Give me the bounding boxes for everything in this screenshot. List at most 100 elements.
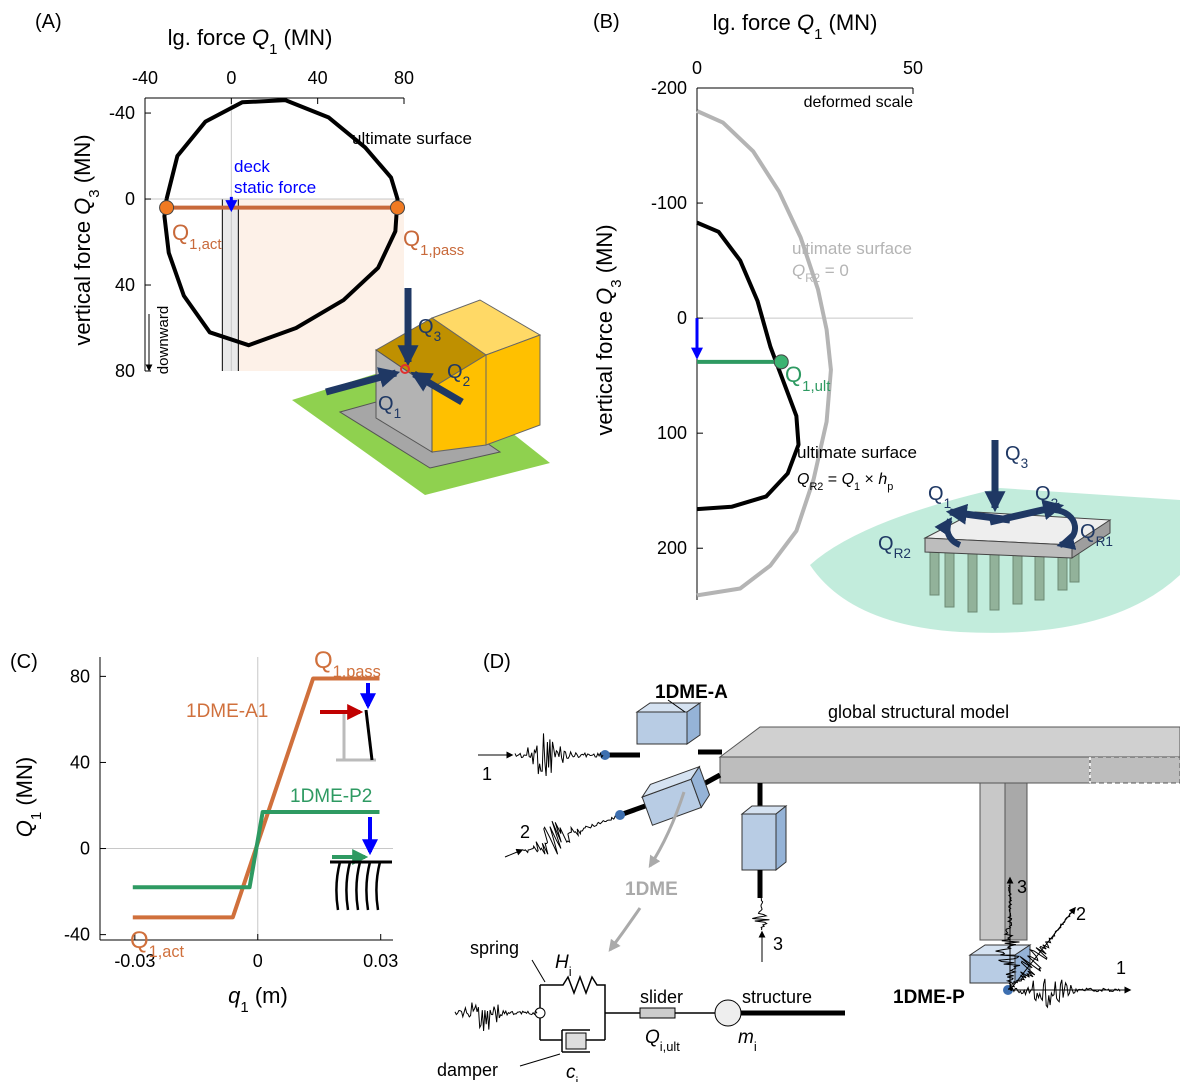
mass <box>715 1000 741 1026</box>
shape <box>366 862 370 910</box>
direction-label: 3 <box>1017 877 1027 897</box>
annotation: ultimate surface <box>797 443 917 462</box>
text-part: 1 <box>944 496 952 511</box>
text-part: Q <box>70 198 95 215</box>
symbol-label: Qi,ult <box>645 1027 680 1054</box>
text-part: 1,act <box>189 236 222 253</box>
y-tick-label: 80 <box>70 666 90 686</box>
seismogram <box>515 733 603 776</box>
component-label: 1DME-A <box>655 682 728 703</box>
text-part: 2 <box>463 374 471 389</box>
annotation: structure <box>742 987 812 1007</box>
input-arrow <box>505 850 522 857</box>
y-tick-label: 40 <box>115 275 135 295</box>
text-part: Q <box>418 316 434 338</box>
text-part: 1 <box>814 26 822 43</box>
text-part: Q <box>645 1027 660 1048</box>
text-part: Q <box>1005 443 1021 465</box>
text-part: R2 <box>809 481 823 493</box>
text-part: i <box>569 964 572 979</box>
y-tick-label: -100 <box>651 193 687 213</box>
text-part: Q <box>792 261 805 280</box>
text-part: 3 <box>1021 456 1029 471</box>
panel-label: (D) <box>483 651 511 673</box>
x-tick-label: 80 <box>394 68 414 88</box>
series-line <box>133 812 380 887</box>
direction-label: 3 <box>773 934 783 954</box>
pier-side <box>1005 783 1027 940</box>
series-line <box>697 111 831 595</box>
text-part: R1 <box>1096 534 1113 549</box>
text-part: 1 <box>269 41 277 58</box>
annotation: spring <box>470 938 519 958</box>
series-marker <box>391 201 405 215</box>
static-band <box>222 199 238 371</box>
y-tick-label: -200 <box>651 78 687 98</box>
text-part: Q <box>172 220 189 245</box>
annotation: Q1,ult <box>785 362 831 395</box>
y-tick-label: 100 <box>657 423 687 443</box>
damper-piston <box>566 1033 586 1049</box>
annotation: downward <box>155 306 172 374</box>
slab-top <box>720 727 1180 757</box>
seismogram <box>752 898 769 930</box>
text-part: 2 <box>1051 496 1059 511</box>
direction-label: 2 <box>520 822 530 842</box>
annotation: Q1,pass <box>403 226 464 259</box>
y-tick-label: 0 <box>125 189 135 209</box>
shape <box>968 552 977 612</box>
symbol-label: ci <box>566 1062 578 1082</box>
inset-piles <box>336 862 380 910</box>
page: Figure html, body { margin: 0; padding: … <box>0 0 1180 1082</box>
x-tick-label: 50 <box>903 58 923 78</box>
text-part: Q <box>130 927 149 954</box>
feasible-region <box>231 199 404 371</box>
text-part: 3 <box>608 279 625 287</box>
text-part: Q <box>252 25 269 50</box>
shape <box>346 862 350 910</box>
inset-line <box>366 710 372 760</box>
text-part: Q <box>1035 483 1051 505</box>
text-part: vertical force <box>592 305 617 436</box>
annotation: deformed scale <box>804 94 913 111</box>
shape <box>376 862 380 910</box>
text-part: Q <box>842 471 854 488</box>
dme-box <box>742 814 776 870</box>
slab-front <box>720 757 1090 783</box>
shape <box>356 862 360 910</box>
illustration-label: Q3 <box>1005 443 1028 471</box>
seismogram <box>521 816 615 855</box>
background-layer <box>100 98 913 940</box>
text-part: (MN) <box>277 25 332 50</box>
annotation: deck <box>234 157 270 176</box>
x-tick-label: 40 <box>308 68 328 88</box>
box-side <box>486 335 540 445</box>
x-tick-label: 0 <box>253 951 263 971</box>
y-tick-label: -40 <box>109 103 135 123</box>
component-label: 1DME <box>625 879 678 900</box>
text-part: Q <box>1080 521 1096 543</box>
text-part: Q <box>592 288 617 305</box>
text-part: 1 <box>28 812 45 820</box>
text-part: Q <box>403 226 420 251</box>
text-part: (m) <box>249 983 288 1008</box>
illustration-layer <box>292 288 1180 1066</box>
y-tick-label: -40 <box>64 925 90 945</box>
panel-label: (B) <box>593 11 620 33</box>
y-tick-label: 0 <box>677 308 687 328</box>
x-axis-title: lg. force Q1 (MN) <box>713 10 878 43</box>
text-part: Q <box>928 483 944 505</box>
seismogram <box>455 1003 537 1031</box>
text-part: R2 <box>805 273 820 285</box>
text-part: i,ult <box>660 1039 680 1054</box>
text-part: 1 <box>394 406 402 421</box>
callout-arrow <box>610 908 640 950</box>
y-axis-title: vertical force Q3 (MN) <box>70 134 103 345</box>
text-part: Q <box>797 10 814 35</box>
annotation: Q1,pass <box>314 647 381 681</box>
pier-front <box>980 783 1005 940</box>
text-part: (MN) <box>822 10 877 35</box>
text-part: q <box>228 983 241 1008</box>
x-tick-label: 0.03 <box>363 951 398 971</box>
annotation: 1DME-P2 <box>290 786 372 807</box>
